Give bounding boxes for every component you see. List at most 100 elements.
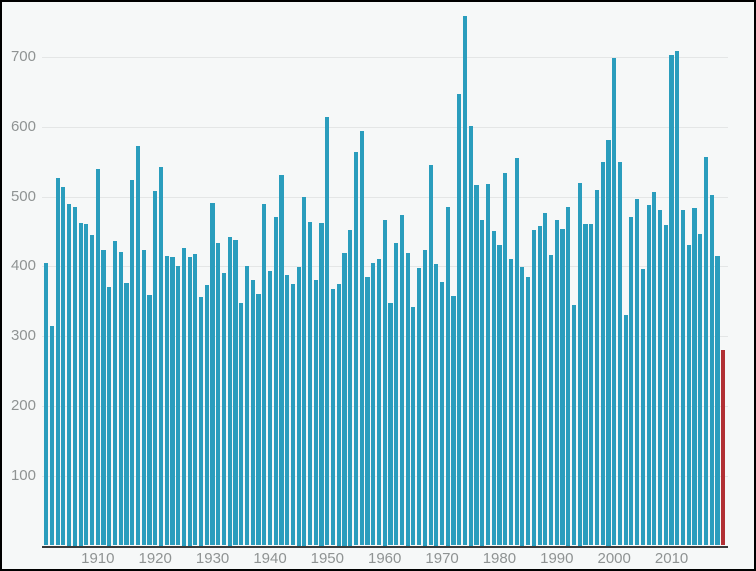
bar-1906[interactable] [72, 207, 77, 546]
bar-2002[interactable] [623, 315, 628, 546]
bar-1974[interactable] [462, 15, 468, 546]
bar-1950[interactable] [325, 116, 330, 546]
bar-1936[interactable] [244, 266, 250, 546]
bar-1958[interactable] [371, 262, 376, 546]
bar-1914[interactable] [118, 252, 123, 546]
bar-1924[interactable] [176, 265, 181, 546]
bar-1921[interactable] [158, 166, 164, 546]
bar-1964[interactable] [405, 253, 410, 546]
bar-1976[interactable] [474, 185, 479, 546]
bar-1966[interactable] [417, 267, 422, 546]
bar-1989[interactable] [548, 255, 554, 546]
bar-2011[interactable] [675, 51, 680, 546]
bar-1902[interactable] [49, 325, 55, 546]
bar-2016[interactable] [703, 156, 709, 546]
bar-2006[interactable] [646, 204, 651, 546]
bar-1931[interactable] [216, 243, 221, 546]
bar-1997[interactable] [594, 190, 600, 546]
bar-1988[interactable] [543, 212, 548, 546]
bar-1918[interactable] [141, 250, 146, 546]
bar-1947[interactable] [308, 221, 313, 546]
bar-1928[interactable] [199, 297, 204, 546]
bar-1952[interactable] [336, 283, 341, 546]
bar-1901[interactable] [44, 262, 49, 546]
bar-1991[interactable] [560, 228, 565, 546]
bar-1932[interactable] [221, 273, 227, 546]
bar-1940[interactable] [267, 271, 273, 546]
bar-1953[interactable] [342, 253, 347, 546]
bar-1957[interactable] [365, 276, 370, 546]
bar-1923[interactable] [170, 257, 175, 546]
bar-2008[interactable] [657, 209, 663, 546]
bar-1995[interactable] [583, 223, 588, 546]
bar-1912[interactable] [107, 286, 112, 546]
bar-2010[interactable] [669, 54, 674, 546]
bar-1907[interactable] [78, 223, 83, 546]
bar-1905[interactable] [67, 203, 72, 546]
bar-1926[interactable] [187, 256, 192, 546]
bar-1913[interactable] [112, 241, 118, 546]
bar-1979[interactable] [491, 230, 496, 546]
bar-1996[interactable] [589, 224, 594, 546]
bar-1970[interactable] [439, 281, 445, 546]
bar-1922[interactable] [164, 255, 169, 546]
bar-2004[interactable] [635, 199, 640, 546]
bar-2007[interactable] [652, 191, 657, 546]
bar-1992[interactable] [566, 207, 571, 546]
bar-1975[interactable] [468, 126, 473, 546]
bar-1930[interactable] [210, 202, 215, 546]
bar-1908[interactable] [84, 224, 89, 546]
bar-1959[interactable] [376, 258, 382, 546]
bar-1956[interactable] [359, 130, 364, 546]
bar-1919[interactable] [147, 294, 152, 546]
bar-1999[interactable] [606, 140, 611, 546]
bar-2003[interactable] [629, 216, 634, 546]
bar-1972[interactable] [451, 296, 456, 546]
bar-1943[interactable] [285, 275, 290, 546]
bar-1951[interactable] [330, 288, 336, 546]
bar-1955[interactable] [353, 151, 359, 546]
bar-1968[interactable] [428, 165, 433, 546]
bar-1969[interactable] [434, 263, 439, 546]
bar-1916[interactable] [130, 179, 135, 546]
bar-1981[interactable] [503, 172, 508, 546]
bar-1980[interactable] [497, 245, 502, 546]
bar-2013[interactable] [686, 245, 691, 546]
bar-1962[interactable] [394, 243, 399, 546]
bar-1961[interactable] [388, 303, 393, 546]
bar-1963[interactable] [399, 215, 404, 546]
bar-1941[interactable] [273, 216, 278, 546]
bar-1986[interactable] [531, 230, 536, 546]
bar-2019[interactable] [721, 350, 726, 546]
bar-1944[interactable] [290, 284, 295, 546]
bar-2001[interactable] [617, 161, 623, 546]
bar-1939[interactable] [262, 204, 267, 546]
bar-1978[interactable] [485, 183, 491, 546]
bar-1954[interactable] [348, 230, 353, 546]
bar-1935[interactable] [239, 302, 244, 546]
bar-2014[interactable] [692, 208, 697, 546]
bar-1977[interactable] [480, 219, 485, 546]
bar-1990[interactable] [554, 220, 559, 546]
bar-1910[interactable] [95, 168, 100, 546]
bar-2018[interactable] [715, 255, 720, 546]
bar-1927[interactable] [193, 254, 198, 546]
bar-1915[interactable] [124, 283, 129, 546]
bar-2009[interactable] [663, 225, 668, 546]
bar-2015[interactable] [698, 234, 703, 546]
bar-1925[interactable] [181, 247, 186, 546]
bar-1934[interactable] [233, 239, 238, 546]
bar-1987[interactable] [537, 225, 542, 546]
bar-1942[interactable] [279, 174, 284, 546]
bar-1948[interactable] [313, 279, 318, 546]
bar-1911[interactable] [101, 250, 106, 546]
bar-1994[interactable] [577, 182, 582, 546]
bar-1917[interactable] [135, 146, 141, 546]
bar-1945[interactable] [296, 267, 301, 546]
bar-1993[interactable] [571, 305, 577, 546]
bar-1938[interactable] [256, 294, 261, 546]
bar-1920[interactable] [153, 190, 158, 546]
bar-1982[interactable] [508, 258, 513, 546]
bar-1909[interactable] [90, 234, 95, 546]
bar-1985[interactable] [526, 276, 531, 546]
